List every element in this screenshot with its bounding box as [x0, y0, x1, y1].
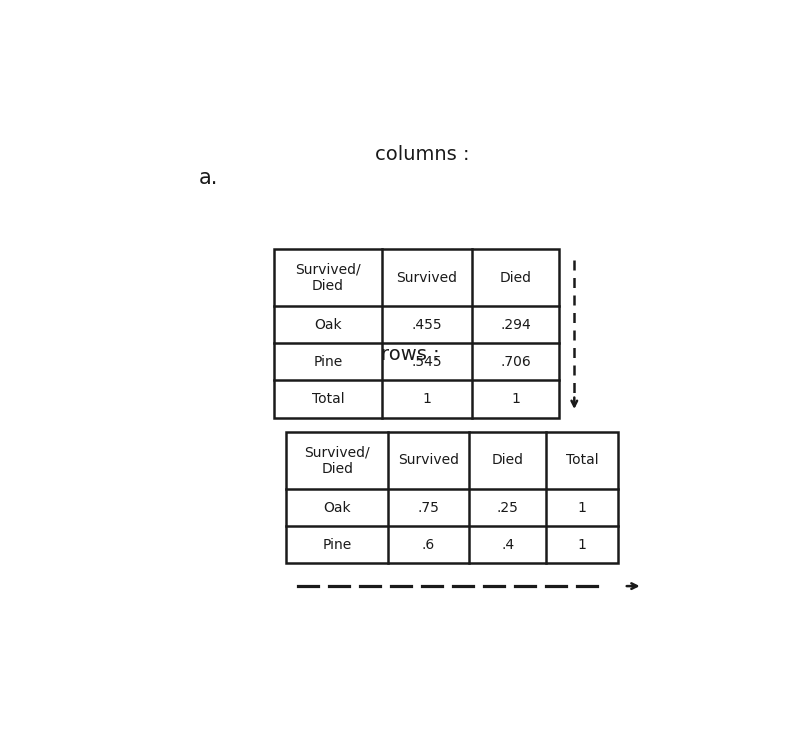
- Text: .6: .6: [422, 538, 435, 552]
- Text: 1: 1: [511, 392, 520, 406]
- Text: Died: Died: [492, 453, 524, 467]
- Text: Total: Total: [311, 392, 344, 406]
- Text: columns :: columns :: [375, 145, 470, 164]
- Bar: [286, 432, 618, 563]
- Text: Survived: Survived: [397, 271, 458, 285]
- Text: Survived/
Died: Survived/ Died: [304, 445, 370, 476]
- Text: Died: Died: [499, 271, 531, 285]
- Text: .25: .25: [497, 501, 518, 514]
- Text: Survived/
Died: Survived/ Died: [295, 263, 361, 292]
- Text: Total: Total: [566, 453, 598, 467]
- Text: rows :: rows :: [381, 345, 439, 364]
- Text: Oak: Oak: [323, 501, 351, 514]
- Text: Oak: Oak: [314, 318, 342, 332]
- Text: 1: 1: [422, 392, 431, 406]
- Text: .4: .4: [501, 538, 514, 552]
- Text: 1: 1: [578, 501, 586, 514]
- Text: .75: .75: [418, 501, 439, 514]
- Text: 1: 1: [578, 538, 586, 552]
- Bar: [274, 249, 558, 418]
- Text: a.: a.: [199, 168, 218, 188]
- Text: .455: .455: [412, 318, 442, 332]
- Text: .545: .545: [412, 355, 442, 369]
- Text: .706: .706: [500, 355, 530, 369]
- Text: Pine: Pine: [322, 538, 352, 552]
- Text: Survived: Survived: [398, 453, 459, 467]
- Text: Pine: Pine: [314, 355, 342, 369]
- Text: .294: .294: [500, 318, 530, 332]
